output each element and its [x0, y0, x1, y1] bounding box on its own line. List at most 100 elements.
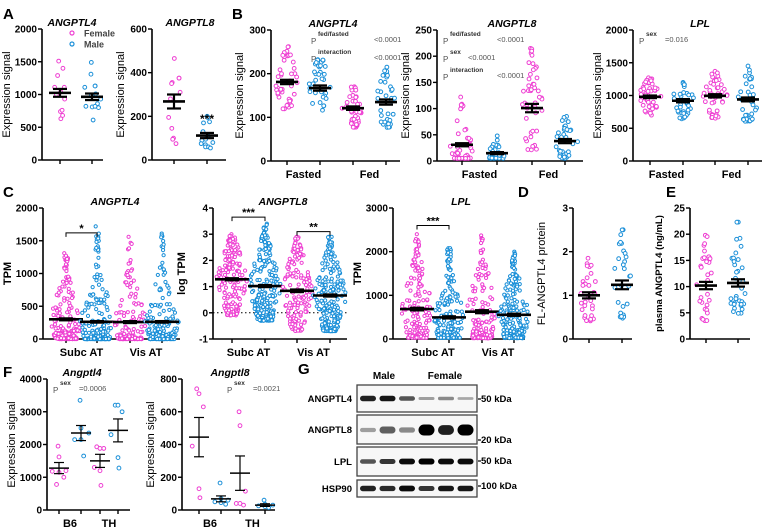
data-point: [232, 283, 237, 288]
data-point: [344, 99, 350, 105]
data-point: [139, 302, 144, 308]
data-point: [556, 130, 561, 136]
data-point: [176, 75, 182, 81]
data-point: [126, 234, 131, 239]
chart-title: ANGPTL8: [486, 18, 536, 30]
data-point: [455, 309, 460, 314]
data-point: [240, 272, 245, 278]
data-point: [56, 331, 61, 336]
data-point: [449, 276, 454, 281]
data-point: [466, 135, 472, 141]
data-point: [158, 302, 163, 307]
data-point: [298, 310, 304, 315]
data-point: [403, 325, 409, 330]
data-point: [258, 269, 263, 274]
data-point: [130, 330, 136, 335]
data-point: [302, 280, 307, 285]
data-point: [437, 307, 442, 313]
data-point: [63, 330, 68, 335]
data-point: [307, 278, 312, 283]
data-point: [306, 81, 312, 87]
data-point: [138, 330, 143, 335]
data-point: [475, 266, 481, 272]
data-point: [255, 313, 261, 318]
data-point: [149, 304, 155, 309]
data-point: [332, 326, 337, 332]
data-point: [382, 79, 388, 85]
data-point: [445, 263, 451, 269]
data-point: [449, 326, 454, 332]
data-point: [507, 274, 513, 279]
data-point: [322, 321, 327, 326]
data-point: [73, 336, 78, 341]
data-point: [473, 322, 479, 327]
data-point: [704, 302, 710, 308]
data-point: [702, 99, 708, 105]
data-point: [471, 318, 476, 323]
chart-f1: 0 1000 2000 3000 4000 Expression signal Angptl…: [6, 367, 130, 527]
data-point: [320, 316, 325, 321]
data-point: [222, 263, 228, 268]
data-point: [157, 265, 163, 270]
data-point: [97, 310, 102, 315]
data-point: [222, 295, 227, 300]
data-point: [263, 252, 269, 257]
data-point: [456, 155, 462, 161]
data-point: [122, 331, 127, 336]
data-point: [320, 261, 325, 266]
data-point: [446, 275, 451, 280]
data-point: [585, 255, 591, 261]
data-point: [702, 248, 707, 254]
data-point: [414, 335, 419, 340]
data-point: [163, 279, 168, 285]
data-point: [269, 278, 274, 283]
data-point: [681, 82, 687, 87]
data-point: [321, 288, 327, 293]
data-point: [529, 48, 535, 54]
data-point: [269, 272, 275, 278]
data-point: [96, 231, 101, 236]
data-point: [273, 273, 278, 278]
group-female: [112, 234, 148, 342]
data-point: [650, 99, 656, 105]
data-point: [223, 501, 229, 507]
data-point: [282, 277, 288, 282]
x-group-label: Vis AT: [297, 347, 330, 359]
group-female: [49, 58, 71, 122]
y-tick-label: 15: [674, 256, 686, 267]
data-point: [314, 304, 319, 309]
data-point: [207, 119, 212, 125]
blot-row-hsp90: HSP90 100 kDa: [322, 479, 518, 498]
data-point: [332, 254, 337, 259]
data-point: [739, 306, 745, 312]
data-point: [88, 334, 94, 339]
chart-title: ANGPTL4: [46, 17, 96, 29]
data-point: [286, 262, 291, 267]
p-symbol: P: [227, 386, 232, 395]
y-tick-label: 0: [622, 157, 628, 168]
data-point: [285, 272, 290, 277]
data-point: [62, 266, 67, 271]
data-point: [615, 300, 621, 305]
data-point: [528, 134, 534, 140]
data-point: [514, 308, 520, 313]
data-point: [582, 303, 588, 309]
data-point: [294, 316, 299, 322]
data-point: [67, 331, 72, 336]
data-point: [268, 300, 273, 305]
data-point: [624, 301, 630, 307]
x-group-label: Vis AT: [482, 347, 515, 359]
data-point: [642, 108, 648, 114]
data-point: [733, 250, 739, 256]
data-point: [652, 85, 658, 91]
data-point: [620, 262, 626, 268]
y-tick-label: 1: [562, 291, 568, 302]
data-point: [709, 71, 715, 77]
data-point: [348, 84, 354, 90]
data-point: [480, 304, 485, 310]
data-point: [701, 255, 707, 261]
data-point: [131, 278, 136, 283]
data-point: [153, 282, 158, 287]
data-point: [320, 107, 325, 113]
data-point: [743, 81, 749, 87]
